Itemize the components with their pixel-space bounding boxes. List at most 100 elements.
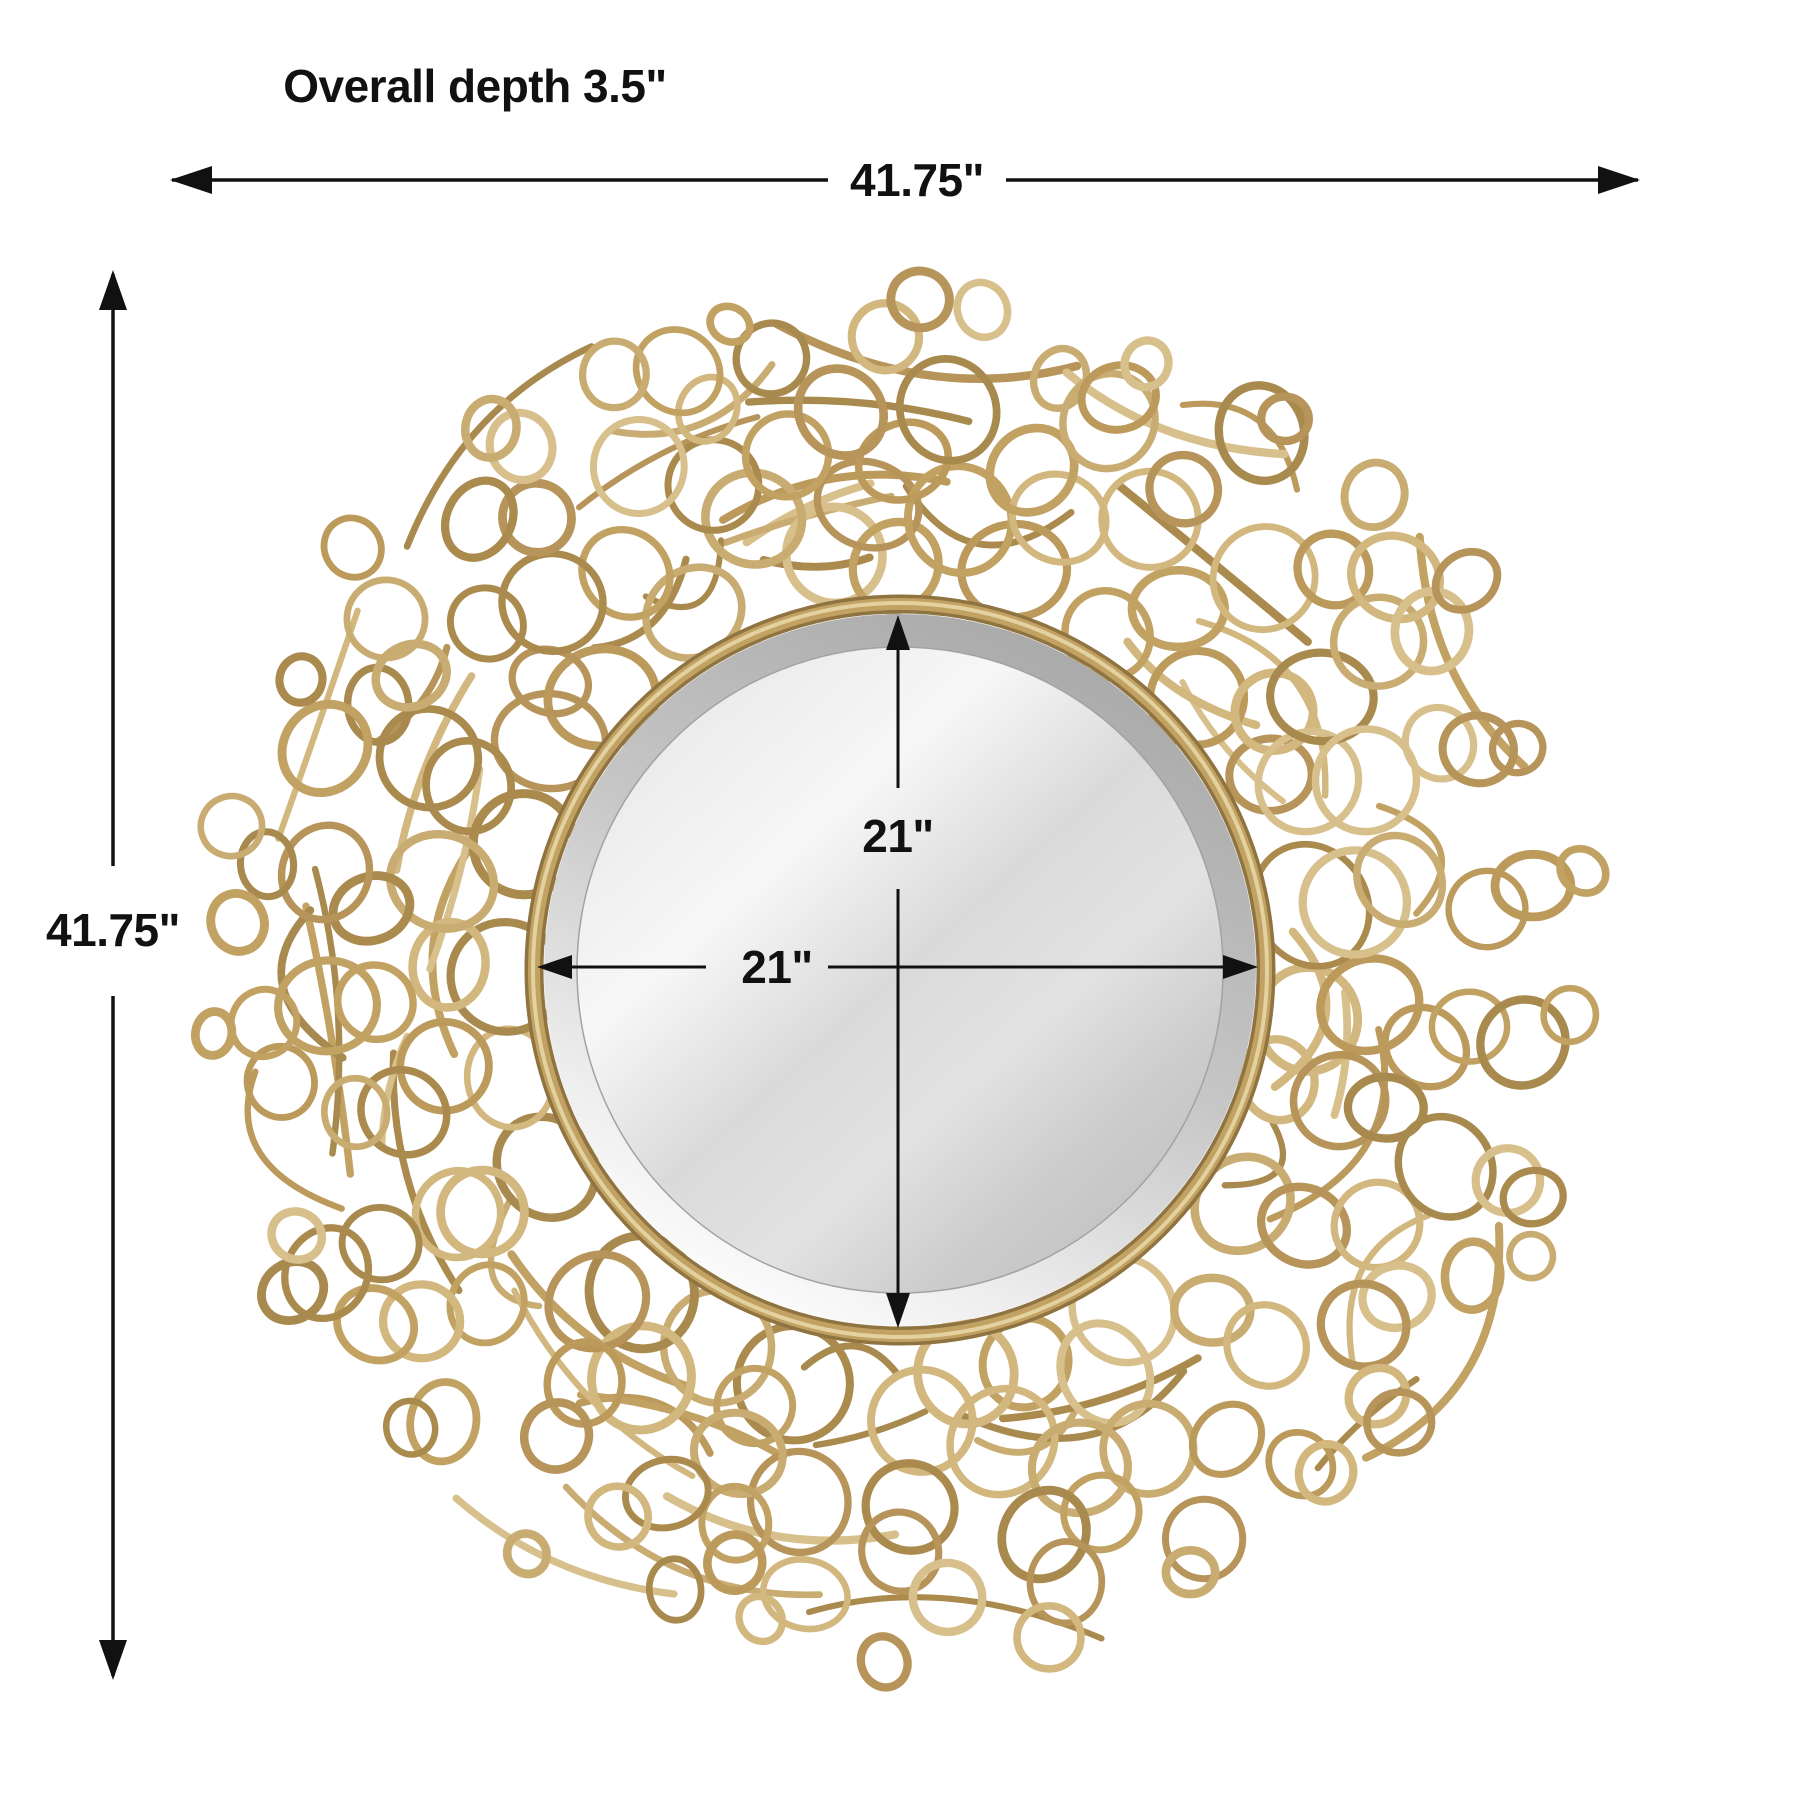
arrow-up-icon bbox=[886, 615, 910, 650]
wreath-swirl bbox=[1062, 368, 1289, 459]
wreath-swirl bbox=[275, 607, 361, 842]
wreath-loop bbox=[520, 1398, 594, 1474]
wreath-loop bbox=[746, 1447, 852, 1557]
wreath-swirl bbox=[302, 902, 354, 1178]
wreath-loop bbox=[411, 1166, 505, 1262]
wreath-loop bbox=[1394, 1112, 1497, 1221]
wreath-swirl bbox=[999, 1354, 1202, 1423]
wreath-loop bbox=[498, 550, 607, 655]
wreath-swirl bbox=[426, 765, 484, 973]
wreath-loop bbox=[544, 1250, 651, 1353]
wreath-loop bbox=[197, 792, 266, 860]
wreath-loop bbox=[997, 1485, 1091, 1584]
arrow-down-icon bbox=[886, 1293, 910, 1328]
wreath-loop bbox=[502, 1529, 551, 1579]
wreath-loop bbox=[1440, 1237, 1505, 1314]
frame-ring-highlight bbox=[531, 601, 1269, 1339]
wreath-loop bbox=[333, 1284, 419, 1365]
wreath-loop bbox=[886, 266, 954, 333]
wreath-loop bbox=[375, 704, 483, 812]
overall-depth-label: Overall depth 3.5" bbox=[283, 60, 667, 112]
wreath-loop bbox=[1540, 984, 1600, 1046]
wreath-loop bbox=[1506, 1230, 1557, 1282]
wreath-loop bbox=[190, 1007, 237, 1060]
wreath-swirl bbox=[1266, 1026, 1389, 1223]
wreath-loop bbox=[274, 956, 381, 1056]
overall-width-label: 41.75" bbox=[850, 154, 984, 206]
wreath-loop bbox=[422, 736, 515, 836]
wreath-loop bbox=[1008, 470, 1110, 566]
wreath-loop bbox=[1077, 361, 1160, 434]
wreath-loop bbox=[1230, 668, 1318, 755]
wreath-loop bbox=[1223, 1301, 1311, 1390]
wreath-loop bbox=[1363, 1388, 1436, 1457]
wreath-loop bbox=[440, 476, 518, 562]
wreath-loop bbox=[1145, 450, 1223, 528]
wreath-loop bbox=[854, 418, 952, 504]
wreath-loop bbox=[1188, 1400, 1266, 1478]
mirror-width-label: 21" bbox=[741, 941, 812, 993]
mirror-width-dimension: 21" bbox=[537, 941, 1258, 993]
wreath-swirl bbox=[1346, 1212, 1432, 1370]
wreath-loop bbox=[861, 1459, 959, 1555]
wreath-loop bbox=[371, 639, 451, 712]
wreath-loop bbox=[357, 1066, 451, 1159]
wreath-loop bbox=[406, 1378, 481, 1466]
overall-width-dimension: 41.75" bbox=[170, 154, 1640, 206]
wreath-swirl bbox=[389, 1049, 463, 1295]
wreath-loop bbox=[813, 457, 923, 552]
wreath-loop bbox=[1329, 593, 1428, 690]
wreath-loop bbox=[436, 1165, 529, 1259]
wreath-swirl bbox=[745, 396, 973, 425]
wreath-loop bbox=[1254, 727, 1363, 836]
overall-height-label: 41.75" bbox=[46, 904, 180, 956]
wreath-loop bbox=[578, 337, 650, 412]
wreath-loop bbox=[1056, 1319, 1155, 1428]
wreath-frame bbox=[190, 266, 1610, 1692]
wreath-loop bbox=[946, 1384, 1059, 1499]
wreath-loop bbox=[320, 1074, 391, 1151]
wreath-loop bbox=[1294, 1440, 1358, 1506]
wreath-loop bbox=[1353, 831, 1447, 928]
wreath-loop bbox=[1256, 1182, 1352, 1269]
wreath-loop bbox=[343, 576, 429, 662]
wreath-loop bbox=[1343, 1072, 1428, 1143]
wreath-loop bbox=[632, 326, 724, 417]
wreath-loop bbox=[1311, 725, 1421, 836]
wreath-loop bbox=[703, 1530, 767, 1596]
wreath-loop bbox=[1257, 392, 1313, 446]
wreath-loop bbox=[1298, 846, 1412, 959]
wreath-loop bbox=[903, 462, 1016, 577]
wreath-loop bbox=[1026, 1538, 1106, 1627]
wreath-loop bbox=[1225, 734, 1316, 815]
wreath-loop bbox=[847, 299, 924, 375]
wreath-loop bbox=[227, 985, 301, 1061]
wreath-loop bbox=[1476, 995, 1570, 1090]
wreath-loop bbox=[383, 1397, 439, 1458]
wreath-loop bbox=[1161, 1495, 1247, 1583]
wreath-swirl bbox=[608, 361, 776, 438]
wreath-loop bbox=[386, 829, 499, 933]
wreath-loop bbox=[281, 1224, 373, 1323]
wreath-loop bbox=[1428, 988, 1511, 1065]
wreath-loop bbox=[867, 1365, 977, 1476]
wreath-loop bbox=[257, 1257, 329, 1325]
arrow-right-icon bbox=[1223, 955, 1258, 979]
wreath-loop bbox=[895, 355, 1001, 465]
wreath-loop bbox=[1344, 1363, 1411, 1429]
wreath-loop bbox=[1488, 719, 1547, 777]
wreath-loop bbox=[856, 1632, 912, 1692]
wreath-loop bbox=[1431, 547, 1502, 614]
wreath-loop bbox=[378, 1280, 465, 1363]
wreath-loop bbox=[1013, 1602, 1085, 1673]
wreath-loop bbox=[1169, 1273, 1255, 1347]
wreath-loop bbox=[622, 1455, 712, 1532]
wreath-loop bbox=[277, 699, 373, 797]
wreath-loop bbox=[320, 514, 385, 581]
arrow-down-icon bbox=[99, 1640, 127, 1680]
wreath-loop bbox=[793, 364, 889, 460]
wreath-loop bbox=[1445, 867, 1529, 951]
wreath-loop bbox=[267, 1207, 327, 1264]
wreath-loop bbox=[1214, 381, 1309, 486]
